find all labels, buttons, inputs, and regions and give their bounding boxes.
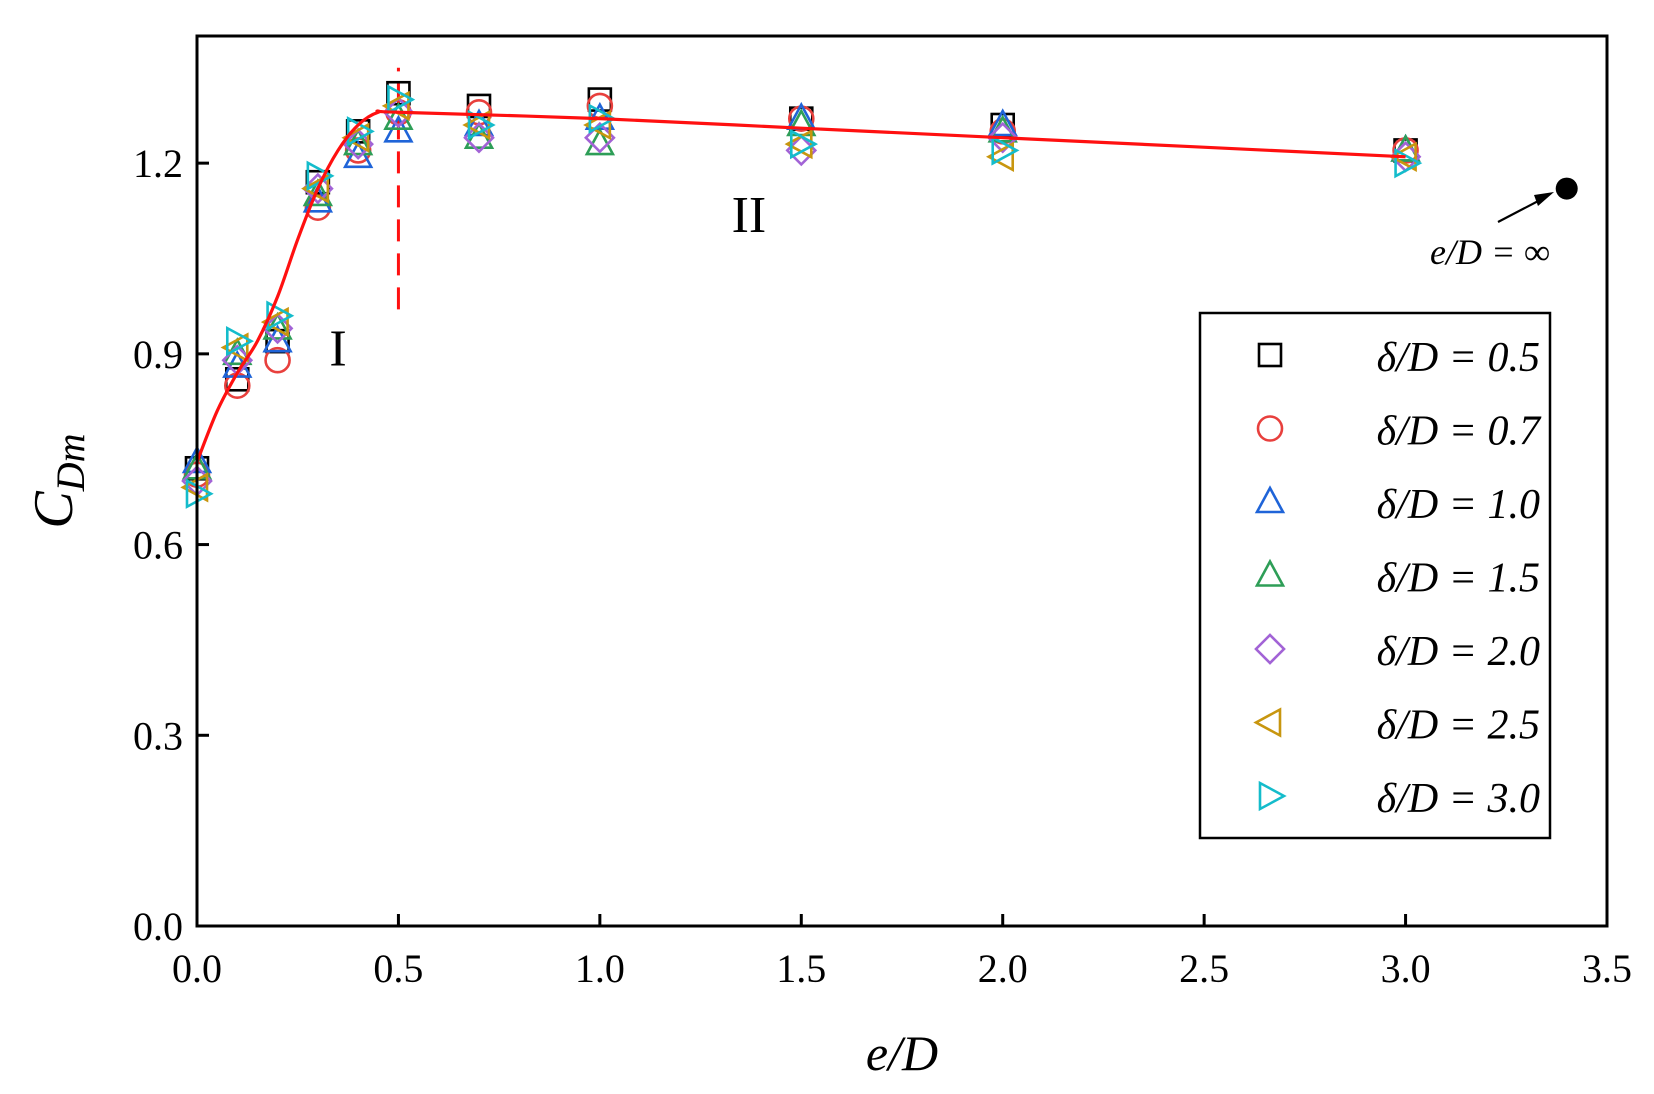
infinity-arrow-head [1534, 192, 1554, 206]
data-point [387, 84, 416, 115]
infinity-point-label: e/D = ∞ [1430, 232, 1550, 272]
legend-label: δ/D = 1.5 [1377, 556, 1540, 602]
y-axis-label: CDm [23, 433, 93, 528]
infinity-point [1555, 177, 1578, 200]
x-tick-label: 0.0 [172, 946, 222, 991]
data-point [260, 306, 289, 338]
legend-label: δ/D = 2.0 [1377, 629, 1540, 675]
data-point [463, 108, 495, 137]
x-tick-label: 2.0 [978, 946, 1028, 991]
legend-marker [1254, 633, 1286, 665]
data-point [462, 109, 491, 141]
data-point [185, 478, 214, 509]
legend-marker [1257, 342, 1283, 368]
x-tick-label: 2.5 [1179, 946, 1229, 991]
data-point [266, 300, 295, 331]
x-tick-label: 0.5 [373, 946, 423, 991]
legend-label: δ/D = 1.0 [1377, 482, 1540, 528]
region-label-1: I [329, 321, 346, 378]
y-tick-label: 0.6 [133, 523, 183, 568]
legend-label: δ/D = 2.5 [1377, 703, 1540, 749]
data-point [784, 128, 813, 160]
data-point [1394, 147, 1423, 179]
x-tick-label: 1.5 [776, 946, 826, 991]
legend-marker [1254, 558, 1286, 587]
data-point [987, 108, 1018, 137]
y-tick-label: 0.9 [133, 332, 183, 377]
y-tick-label: 0.0 [133, 904, 183, 949]
data-point [991, 135, 1020, 166]
legend-label: δ/D = 3.0 [1377, 776, 1540, 822]
y-tick-label: 0.3 [133, 713, 183, 758]
legend-label: δ/D = 0.5 [1377, 335, 1540, 381]
x-tick-label: 3.5 [1582, 946, 1632, 991]
fit-curve-line [195, 109, 1406, 463]
data-point [220, 332, 249, 363]
data-point [264, 346, 291, 374]
x-tick-label: 3.0 [1381, 946, 1431, 991]
data-point [1388, 141, 1417, 172]
y-tick-label: 1.2 [133, 141, 183, 186]
data-point [467, 109, 496, 141]
region-label-2: II [732, 187, 767, 244]
x-tick-label: 1.0 [575, 946, 625, 991]
legend-marker [1254, 485, 1286, 514]
data-point [180, 472, 209, 503]
data-point [789, 128, 819, 160]
data-point [225, 325, 255, 357]
data-point [341, 122, 370, 153]
data-point [985, 141, 1015, 172]
plot-frame [195, 34, 1609, 928]
legend-marker [1253, 707, 1282, 738]
x-axis-label: e/D [866, 1025, 938, 1081]
data-point [584, 127, 616, 156]
infinity-arrow-line [1497, 197, 1545, 223]
legend-label: δ/D = 0.7 [1377, 409, 1542, 455]
data-point [986, 121, 1019, 154]
legend-marker [1256, 415, 1284, 442]
legend-box [1198, 311, 1552, 840]
y-axis-label-sub: Dm [48, 433, 93, 492]
legend-marker [1258, 780, 1287, 812]
y-axis-label-main: C [23, 491, 85, 529]
